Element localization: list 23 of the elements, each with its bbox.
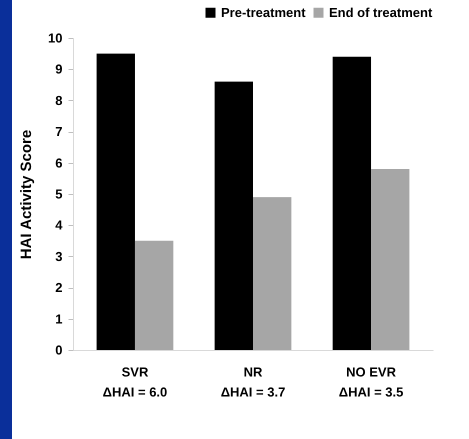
bar: [214, 82, 253, 350]
y-tick-label: 2: [55, 280, 62, 296]
x-tick-label: SVR ΔHAI = 6.0: [102, 364, 168, 400]
bar: [371, 169, 410, 350]
y-tick-label: 5: [55, 186, 62, 202]
y-tick-label: 0: [55, 342, 62, 358]
x-tick-label: NR ΔHAI = 3.7: [220, 364, 286, 400]
y-tick-label: 7: [55, 124, 62, 140]
legend-label: End of treatment: [329, 4, 433, 20]
y-tick-label: 1: [55, 311, 62, 326]
bar: [96, 54, 135, 350]
bar: [253, 197, 292, 350]
y-tick-label: 10: [48, 30, 62, 46]
legend-label: Pre-treatment: [221, 4, 306, 20]
y-tick-label: 3: [55, 248, 62, 264]
y-tick-label: 8: [55, 92, 62, 108]
x-tick-label: NO EVR ΔHAI = 3.5: [338, 364, 404, 400]
y-axis-title: HAI Activity Score: [18, 130, 36, 260]
bar: [332, 56, 372, 350]
y-tick-label: 4: [55, 218, 64, 233]
bar: [134, 240, 174, 350]
y-tick-label: 6: [55, 155, 62, 170]
y-tick-label: 9: [55, 62, 62, 77]
